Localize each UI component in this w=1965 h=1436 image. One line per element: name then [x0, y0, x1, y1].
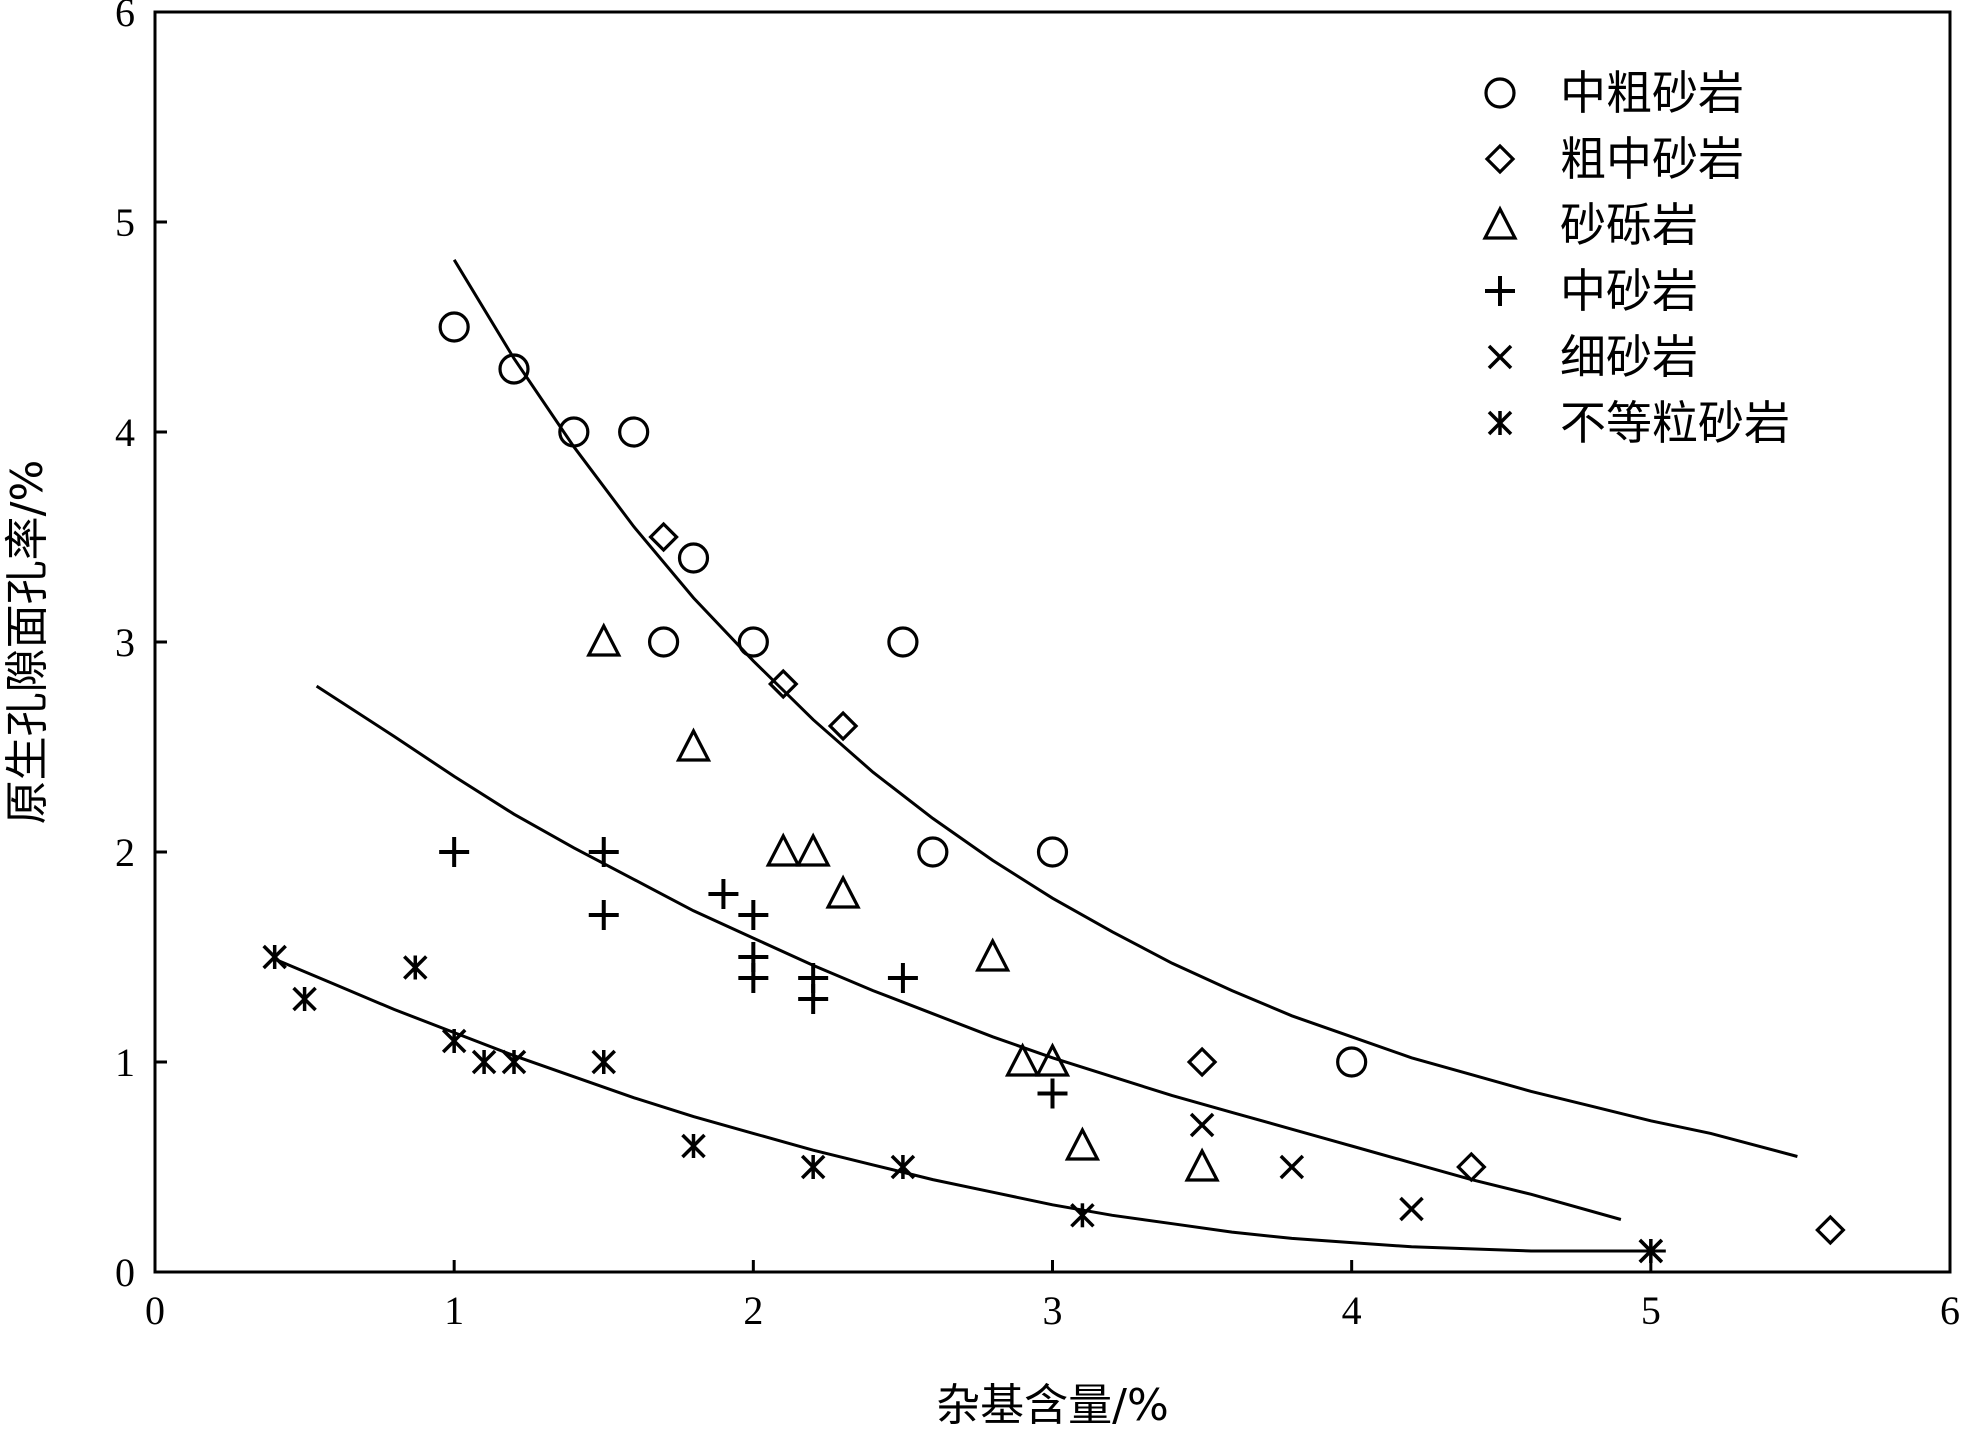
- data-point-triangle: [795, 832, 831, 867]
- data-point-circle: [917, 836, 949, 868]
- legend-label: 中粗砂岩: [1560, 66, 1744, 120]
- data-point-cross: [1399, 1196, 1424, 1222]
- y-tick-label: 0: [115, 1250, 135, 1295]
- data-point-circle: [1336, 1046, 1368, 1078]
- data-point-diamond: [1815, 1214, 1846, 1246]
- legend-marker-circle: [1484, 77, 1516, 109]
- data-point-plus: [1037, 1078, 1068, 1109]
- x-tick-label: 4: [1342, 1288, 1362, 1333]
- data-point-asterisk: [1638, 1238, 1664, 1264]
- y-tick-label: 6: [115, 0, 135, 35]
- legend-marker-plus: [1485, 276, 1515, 306]
- data-point-circle: [647, 626, 680, 658]
- y-tick-label: 2: [115, 830, 135, 875]
- data-point-plus: [588, 900, 619, 930]
- data-point-triangle: [975, 937, 1011, 972]
- data-point-plus: [439, 837, 470, 867]
- x-tick-label: 6: [1940, 1288, 1960, 1333]
- data-point-diamond: [1186, 1046, 1218, 1078]
- data-point-asterisk: [1070, 1203, 1095, 1228]
- legend-label: 中砂岩: [1560, 264, 1698, 318]
- data-point-plus: [708, 879, 739, 909]
- axis-ticks: 0 1 2 3 4 5 6 0 1 2 3 4 5 6: [115, 0, 1960, 1333]
- legend-marker-cross: [1487, 344, 1513, 370]
- fit-curve-3: [274, 957, 1666, 1253]
- data-point-triangle: [586, 622, 622, 657]
- y-tick-label: 3: [115, 620, 135, 665]
- data-point-asterisk: [890, 1154, 916, 1180]
- data-point-triangle: [1064, 1126, 1101, 1161]
- data-point-circle: [558, 416, 590, 448]
- data-point-plus: [798, 984, 829, 1014]
- legend-label: 砂砾岩: [1560, 198, 1698, 252]
- data-point-circle: [498, 353, 530, 385]
- legend-marker-triangle: [1482, 205, 1518, 240]
- y-tick-label: 5: [115, 200, 135, 245]
- data-point-diamond: [1456, 1151, 1487, 1183]
- data-points: [262, 311, 1846, 1264]
- y-axis-label: 原生孔隙面孔率/%: [2, 460, 53, 825]
- data-point-triangle: [1004, 1042, 1041, 1077]
- data-point-circle: [438, 311, 470, 343]
- data-point-cross: [1189, 1112, 1215, 1138]
- data-point-diamond: [827, 710, 859, 742]
- data-point-asterisk: [292, 986, 317, 1012]
- data-point-asterisk: [681, 1133, 706, 1159]
- data-point-asterisk: [441, 1028, 467, 1054]
- data-point-plus: [588, 837, 619, 867]
- legend-marker-asterisk: [1487, 410, 1513, 436]
- x-axis-label: 杂基含量/%: [936, 1380, 1169, 1431]
- data-point-plus: [887, 963, 918, 993]
- x-tick-label: 3: [1043, 1288, 1063, 1333]
- data-point-asterisk: [591, 1049, 616, 1075]
- x-tick-label: 2: [743, 1288, 763, 1333]
- legend-label: 粗中砂岩: [1560, 132, 1744, 186]
- data-point-circle: [887, 626, 919, 658]
- x-tick-label: 1: [444, 1288, 464, 1333]
- data-point-circle: [677, 542, 710, 574]
- data-point-diamond: [767, 668, 799, 700]
- data-point-plus: [738, 900, 769, 930]
- legend-marker-diamond: [1484, 143, 1516, 175]
- data-point-triangle: [1034, 1042, 1071, 1077]
- data-point-triangle: [1184, 1147, 1220, 1182]
- fit-curve-1: [452, 259, 1798, 1158]
- data-point-triangle: [825, 874, 861, 909]
- data-point-triangle: [765, 832, 801, 867]
- data-point-asterisk: [403, 955, 428, 980]
- x-tick-label: 0: [145, 1288, 165, 1333]
- data-point-circle: [618, 416, 650, 448]
- legend-label: 不等粒砂岩: [1560, 396, 1790, 450]
- data-point-plus: [738, 963, 769, 993]
- fit-curve-2: [315, 684, 1622, 1221]
- data-point-triangle: [675, 727, 712, 762]
- y-tick-label: 4: [115, 410, 135, 455]
- y-tick-label: 1: [115, 1040, 135, 1085]
- data-point-circle: [737, 626, 769, 658]
- data-point-asterisk: [471, 1049, 497, 1075]
- data-point-diamond: [648, 521, 679, 553]
- legend-label: 细砂岩: [1560, 330, 1698, 384]
- data-point-asterisk: [501, 1049, 527, 1075]
- data-point-asterisk: [262, 944, 287, 970]
- data-point-asterisk: [800, 1154, 826, 1180]
- x-tick-label: 5: [1641, 1288, 1661, 1333]
- data-point-circle: [1036, 836, 1069, 868]
- data-point-cross: [1279, 1154, 1305, 1180]
